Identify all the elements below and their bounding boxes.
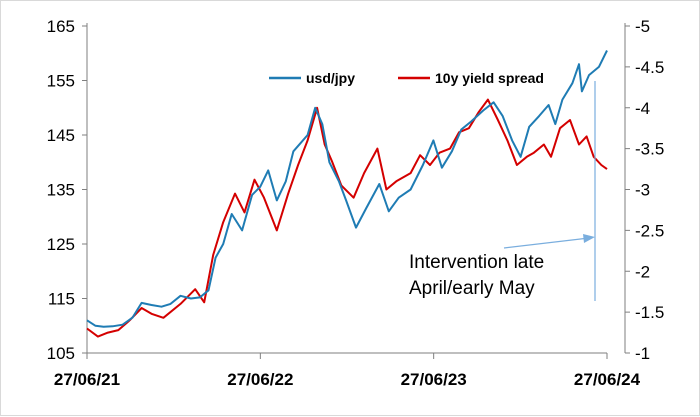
- x-ticks: 27/06/21 27/06/22 27/06/23 27/06/24: [54, 353, 641, 389]
- annotation-arrow-line: [503, 237, 590, 249]
- left-tick-label: 125: [47, 235, 75, 254]
- annotation-arrowhead: [583, 234, 595, 243]
- right-tick-label: -3.5: [635, 140, 664, 159]
- left-tick-label: 115: [48, 290, 75, 309]
- left-tick-label: 155: [47, 72, 75, 91]
- intervention-annotation: Intervention late April/early May: [409, 81, 596, 301]
- annotation-line-1: Intervention late: [409, 252, 544, 273]
- left-tick-label: 105: [47, 344, 75, 363]
- right-tick-label: -2.5: [635, 221, 664, 240]
- right-tick-label: -2: [635, 262, 650, 281]
- legend-label-usdjpy: usd/jpy: [306, 70, 355, 86]
- right-y-ticks: -1 -1.5 -2 -2.5 -3 -3.5 -4 -4.5 -5: [625, 17, 664, 363]
- x-tick-label: 27/06/22: [227, 370, 293, 389]
- x-tick-label: 27/06/23: [401, 370, 467, 389]
- x-tick-label: 27/06/24: [574, 370, 641, 389]
- x-tick-label: 27/06/21: [54, 370, 120, 389]
- right-tick-label: -1.5: [635, 303, 664, 322]
- left-y-ticks: 105 115 125 135 145 155 165: [47, 17, 87, 363]
- series-line-usdjpy: [86, 50, 608, 328]
- right-tick-label: -4.5: [635, 58, 664, 77]
- left-tick-label: 165: [47, 17, 75, 36]
- series-line-yield-spread: [86, 98, 608, 338]
- series-layer: [86, 50, 608, 338]
- right-tick-label: -4: [635, 99, 650, 118]
- legend-label-yield-spread: 10y yield spread: [435, 70, 544, 86]
- right-tick-label: -3: [635, 181, 650, 200]
- left-tick-label: 145: [47, 126, 75, 145]
- left-tick-label: 135: [47, 181, 75, 200]
- annotation-line-2: April/early May: [409, 278, 535, 299]
- right-tick-label: -1: [635, 344, 650, 363]
- right-tick-label: -5: [635, 17, 650, 36]
- legend: usd/jpy 10y yield spread: [269, 70, 544, 86]
